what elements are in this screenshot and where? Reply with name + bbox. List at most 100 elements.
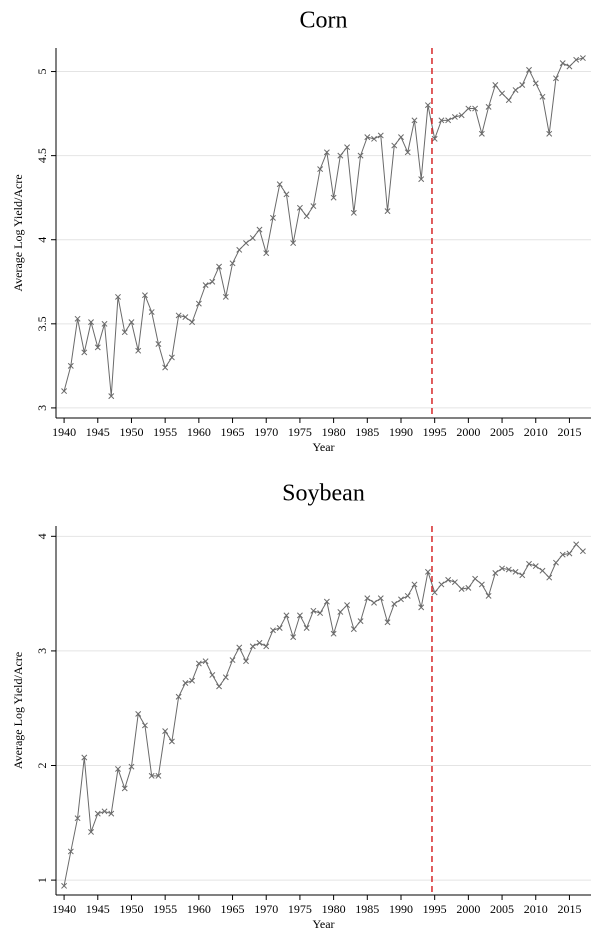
marker [512, 87, 519, 93]
marker [135, 347, 142, 354]
marker [573, 56, 580, 63]
x-tick-label: 1970 [254, 425, 278, 439]
y-tick-label: 4 [35, 533, 49, 539]
marker [121, 329, 128, 336]
x-tick-label: 1940 [52, 902, 76, 916]
marker [270, 627, 276, 634]
marker [216, 263, 223, 270]
marker [418, 604, 425, 611]
marker [451, 114, 458, 120]
x-tick-label: 1980 [322, 902, 346, 916]
marker [438, 581, 445, 588]
y-tick-label: 5 [35, 69, 49, 75]
marker [88, 829, 94, 835]
marker [546, 574, 553, 581]
marker [472, 105, 479, 112]
marker [411, 581, 418, 588]
x-tick-label: 1975 [288, 902, 312, 916]
marker [67, 362, 74, 369]
x-tick-label: 1995 [423, 902, 447, 916]
marker [344, 144, 351, 151]
marker [128, 763, 135, 770]
marker [67, 848, 74, 855]
marker [323, 598, 330, 605]
marker [485, 103, 492, 110]
marker [88, 319, 94, 326]
marker [317, 610, 324, 617]
marker [283, 612, 290, 619]
marker [330, 630, 337, 637]
marker [222, 674, 229, 681]
marker [189, 677, 196, 684]
marker [276, 625, 283, 631]
x-tick-label: 1985 [355, 902, 379, 916]
y-axis-label: Average Log Yield/Acre [11, 174, 25, 291]
marker [101, 808, 108, 815]
marker [364, 595, 371, 602]
marker [155, 341, 162, 347]
x-tick-label: 1945 [86, 425, 110, 439]
marker [492, 570, 499, 576]
x-tick-label: 2015 [557, 902, 581, 916]
marker [121, 785, 128, 792]
marker [81, 349, 88, 356]
marker [532, 563, 539, 570]
marker [290, 240, 297, 247]
marker [175, 312, 182, 319]
y-tick-label: 1 [35, 877, 49, 883]
marker [229, 657, 236, 664]
marker [108, 810, 115, 817]
x-tick-label: 2000 [456, 425, 480, 439]
marker [553, 559, 559, 566]
marker [229, 260, 236, 267]
marker [539, 567, 546, 574]
marker [162, 364, 169, 371]
marker [330, 194, 337, 201]
marker [222, 293, 229, 300]
marker [492, 82, 499, 88]
y-tick-label: 3 [35, 405, 49, 411]
data-line [63, 57, 584, 397]
marker [438, 117, 445, 124]
marker [505, 97, 512, 104]
marker [115, 293, 121, 300]
marker [209, 672, 216, 678]
marker [195, 300, 202, 307]
x-tick-label: 1960 [187, 425, 211, 439]
marker [519, 82, 526, 88]
marker [108, 393, 115, 400]
marker [357, 618, 364, 625]
y-tick-label: 2 [35, 763, 49, 769]
marker [546, 130, 553, 137]
marker [135, 710, 142, 717]
marker [445, 576, 452, 583]
x-tick-label: 1950 [119, 425, 143, 439]
marker [458, 586, 465, 592]
marker [465, 105, 472, 112]
marker [344, 602, 351, 609]
marker [61, 388, 68, 395]
marker [472, 575, 479, 582]
marker [526, 66, 532, 73]
marker [128, 319, 135, 326]
marker [391, 142, 398, 149]
marker [249, 235, 256, 241]
marker [310, 607, 317, 614]
marker [579, 548, 586, 555]
marker [81, 754, 88, 761]
marker [202, 282, 209, 289]
y-axis-label: Average Log Yield/Acre [11, 652, 25, 769]
marker [418, 176, 425, 183]
marker [141, 722, 148, 729]
marker [424, 102, 431, 109]
y-tick-label: 4 [35, 237, 49, 243]
x-axis-label: Year [312, 917, 334, 931]
marker [290, 634, 297, 641]
marker [61, 882, 68, 889]
x-tick-label: 1955 [153, 902, 177, 916]
marker [559, 551, 566, 558]
x-tick-label: 1970 [254, 902, 278, 916]
marker [276, 181, 283, 188]
marker [539, 93, 546, 100]
marker [263, 643, 270, 650]
